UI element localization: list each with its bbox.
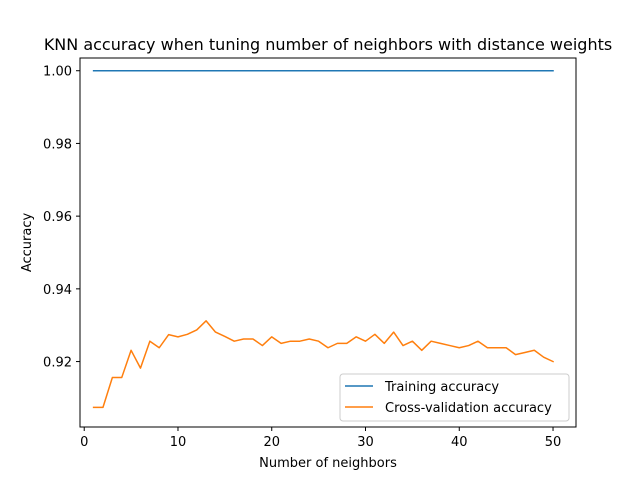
x-tick-label: 0 bbox=[80, 435, 88, 450]
y-tick-label: 0.94 bbox=[43, 283, 72, 298]
legend: Training accuracy Cross-validation accur… bbox=[339, 373, 570, 422]
y-axis-label: Accuracy bbox=[20, 213, 35, 273]
y-tick-label: 1.00 bbox=[43, 65, 72, 80]
chart-title: KNN accuracy when tuning number of neigh… bbox=[44, 35, 612, 54]
x-axis-label: Number of neighbors bbox=[259, 456, 397, 471]
x-tick-label: 10 bbox=[170, 435, 187, 450]
legend-label-training: Training accuracy bbox=[384, 380, 499, 395]
x-tick-label: 30 bbox=[357, 435, 374, 450]
y-tick-label: 0.96 bbox=[43, 210, 72, 225]
y-tick-label: 0.98 bbox=[43, 137, 72, 152]
series-line-cv bbox=[92, 320, 555, 409]
plot-area bbox=[92, 69, 555, 409]
plot-frame bbox=[79, 57, 577, 428]
x-tick-label: 20 bbox=[263, 435, 280, 450]
y-axis: 0.92 0.94 0.96 0.98 1.00 bbox=[43, 65, 80, 371]
legend-box bbox=[339, 373, 570, 422]
y-tick-label: 0.92 bbox=[43, 356, 72, 371]
legend-label-cv: Cross-validation accuracy bbox=[385, 401, 552, 416]
x-tick-label: 50 bbox=[545, 435, 562, 450]
x-tick-label: 40 bbox=[451, 435, 468, 450]
x-axis: 0 10 20 30 40 50 bbox=[80, 427, 561, 450]
